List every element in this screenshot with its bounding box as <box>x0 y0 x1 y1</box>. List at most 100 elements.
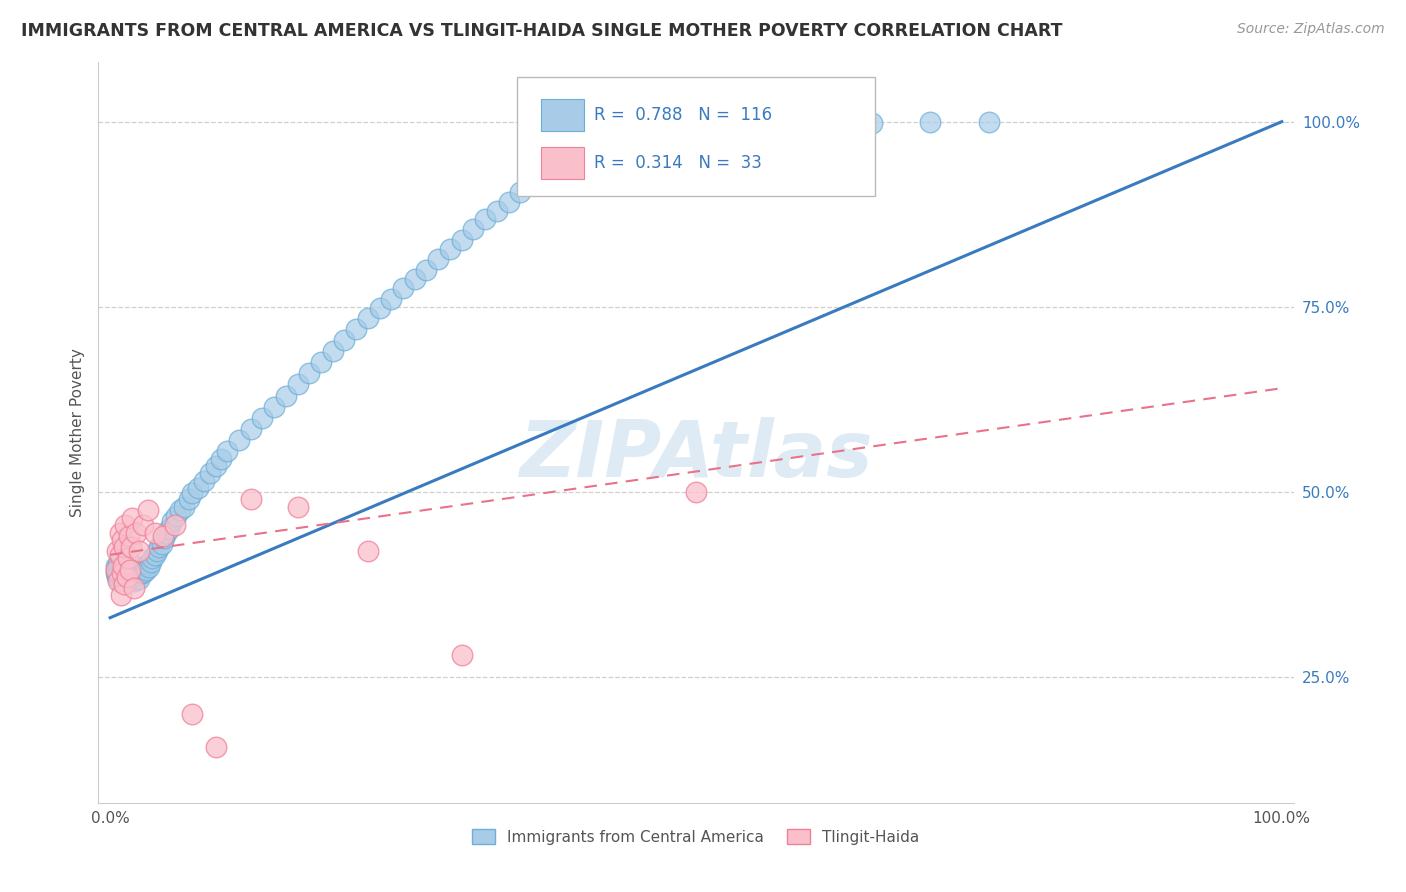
Point <box>114 570 136 584</box>
Point <box>163 518 186 533</box>
Point <box>117 566 139 581</box>
Point <box>122 562 145 576</box>
Point <box>122 574 145 588</box>
Point <box>112 557 135 571</box>
Point <box>274 389 297 403</box>
Point <box>108 560 131 574</box>
Point <box>110 564 132 578</box>
Point <box>450 648 472 662</box>
Point <box>120 566 142 581</box>
Point <box>112 570 135 584</box>
Point <box>127 563 149 577</box>
Point <box>357 310 380 325</box>
Point <box>136 503 159 517</box>
Point <box>181 706 204 721</box>
Point <box>112 558 135 573</box>
Point <box>134 558 156 573</box>
Point <box>298 367 321 381</box>
Point <box>591 148 613 162</box>
Point <box>132 565 156 579</box>
Y-axis label: Single Mother Poverty: Single Mother Poverty <box>69 348 84 517</box>
Point <box>148 541 170 555</box>
Point <box>108 525 131 540</box>
Point <box>118 529 141 543</box>
Point <box>121 563 143 577</box>
Text: R =  0.788   N =  116: R = 0.788 N = 116 <box>595 105 772 124</box>
FancyBboxPatch shape <box>541 99 583 130</box>
Point <box>533 175 555 189</box>
Point <box>263 400 285 414</box>
Point <box>344 322 367 336</box>
Point <box>112 565 135 579</box>
Point <box>287 377 309 392</box>
Point <box>463 222 485 236</box>
Point <box>239 422 262 436</box>
Point <box>111 567 134 582</box>
Point <box>392 281 415 295</box>
Point <box>204 458 226 473</box>
Point <box>114 558 136 573</box>
Point <box>118 563 141 577</box>
Point <box>112 541 135 555</box>
Point <box>135 563 157 577</box>
Text: IMMIGRANTS FROM CENTRAL AMERICA VS TLINGIT-HAIDA SINGLE MOTHER POVERTY CORRELATI: IMMIGRANTS FROM CENTRAL AMERICA VS TLING… <box>21 22 1063 40</box>
Point <box>114 518 136 533</box>
Point <box>121 510 143 524</box>
Point <box>152 529 174 543</box>
Point <box>143 548 166 562</box>
Point <box>860 116 883 130</box>
Point <box>685 484 707 499</box>
Point <box>111 572 134 586</box>
Point <box>143 525 166 540</box>
Point <box>111 533 134 547</box>
Point <box>150 536 173 550</box>
Point <box>117 560 139 574</box>
Point <box>105 563 128 577</box>
Point <box>252 410 274 425</box>
Point <box>450 233 472 247</box>
Point <box>125 525 148 540</box>
Point <box>685 133 707 147</box>
Point <box>105 570 128 584</box>
Point <box>415 262 437 277</box>
Point <box>509 185 531 199</box>
Point <box>146 544 169 558</box>
Point <box>110 570 132 584</box>
Point <box>105 544 128 558</box>
Point <box>115 566 138 581</box>
Point <box>309 355 332 369</box>
Point <box>801 120 824 135</box>
Point <box>107 563 129 577</box>
Point <box>127 567 149 582</box>
Point <box>744 126 766 140</box>
Point <box>920 114 942 128</box>
Point <box>128 544 150 558</box>
Point <box>110 589 132 603</box>
Point <box>125 566 148 581</box>
Point <box>485 203 508 218</box>
Point <box>105 565 128 579</box>
Point <box>111 558 134 572</box>
Point <box>124 570 146 584</box>
Point <box>474 212 496 227</box>
Point <box>105 558 128 573</box>
Point <box>626 140 648 154</box>
Point <box>118 567 141 582</box>
Point <box>555 166 578 180</box>
Point <box>187 481 209 495</box>
Point <box>239 492 262 507</box>
Point <box>153 531 176 545</box>
Point <box>368 301 391 316</box>
Point <box>157 522 180 536</box>
Point <box>107 558 129 572</box>
Legend: Immigrants from Central America, Tlingit-Haida: Immigrants from Central America, Tlingit… <box>467 822 925 851</box>
Text: R =  0.314   N =  33: R = 0.314 N = 33 <box>595 153 762 171</box>
Point <box>107 567 129 582</box>
Point <box>120 572 142 586</box>
Point <box>217 444 239 458</box>
Text: ZIPAtlas: ZIPAtlas <box>519 417 873 493</box>
Point <box>165 508 187 523</box>
Point <box>115 561 138 575</box>
Point <box>322 344 344 359</box>
Point <box>155 525 177 540</box>
